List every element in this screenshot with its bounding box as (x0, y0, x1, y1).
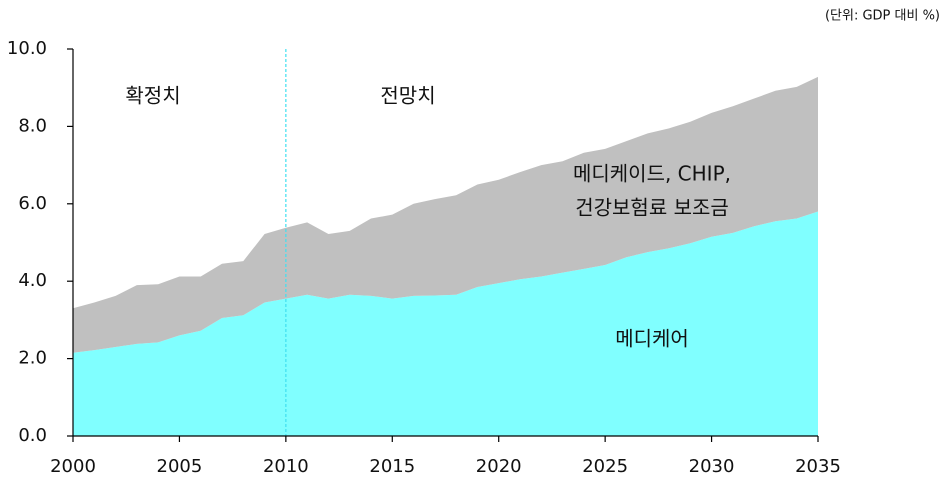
y-tick-label: 2.0 (18, 348, 47, 369)
y-tick-label: 4.0 (18, 270, 47, 291)
unit-note: (단위: GDP 대비 %) (825, 9, 940, 24)
y-tick-label: 8.0 (18, 115, 47, 136)
x-tick-label: 2020 (476, 456, 522, 477)
series-label: 건강보험료 보조금 (575, 196, 729, 220)
x-tick-label: 2025 (582, 456, 628, 477)
x-tick-label: 2005 (157, 456, 203, 477)
annotation: 전망치 (380, 84, 435, 108)
series-label: 메디케이드, CHIP, (573, 162, 731, 186)
x-tick-label: 2030 (689, 456, 735, 477)
x-tick-label: 2035 (795, 456, 841, 477)
y-tick-label: 10.0 (7, 38, 47, 59)
x-tick-label: 2010 (263, 456, 309, 477)
series-label: 메디케어 (615, 327, 689, 351)
area (73, 76, 818, 353)
area (73, 211, 818, 436)
y-tick-label: 6.0 (18, 193, 47, 214)
y-tick-label: 0.0 (18, 425, 47, 446)
x-tick-label: 2000 (50, 456, 96, 477)
annotation: 확정치 (125, 84, 180, 108)
x-tick-label: 2015 (369, 456, 415, 477)
